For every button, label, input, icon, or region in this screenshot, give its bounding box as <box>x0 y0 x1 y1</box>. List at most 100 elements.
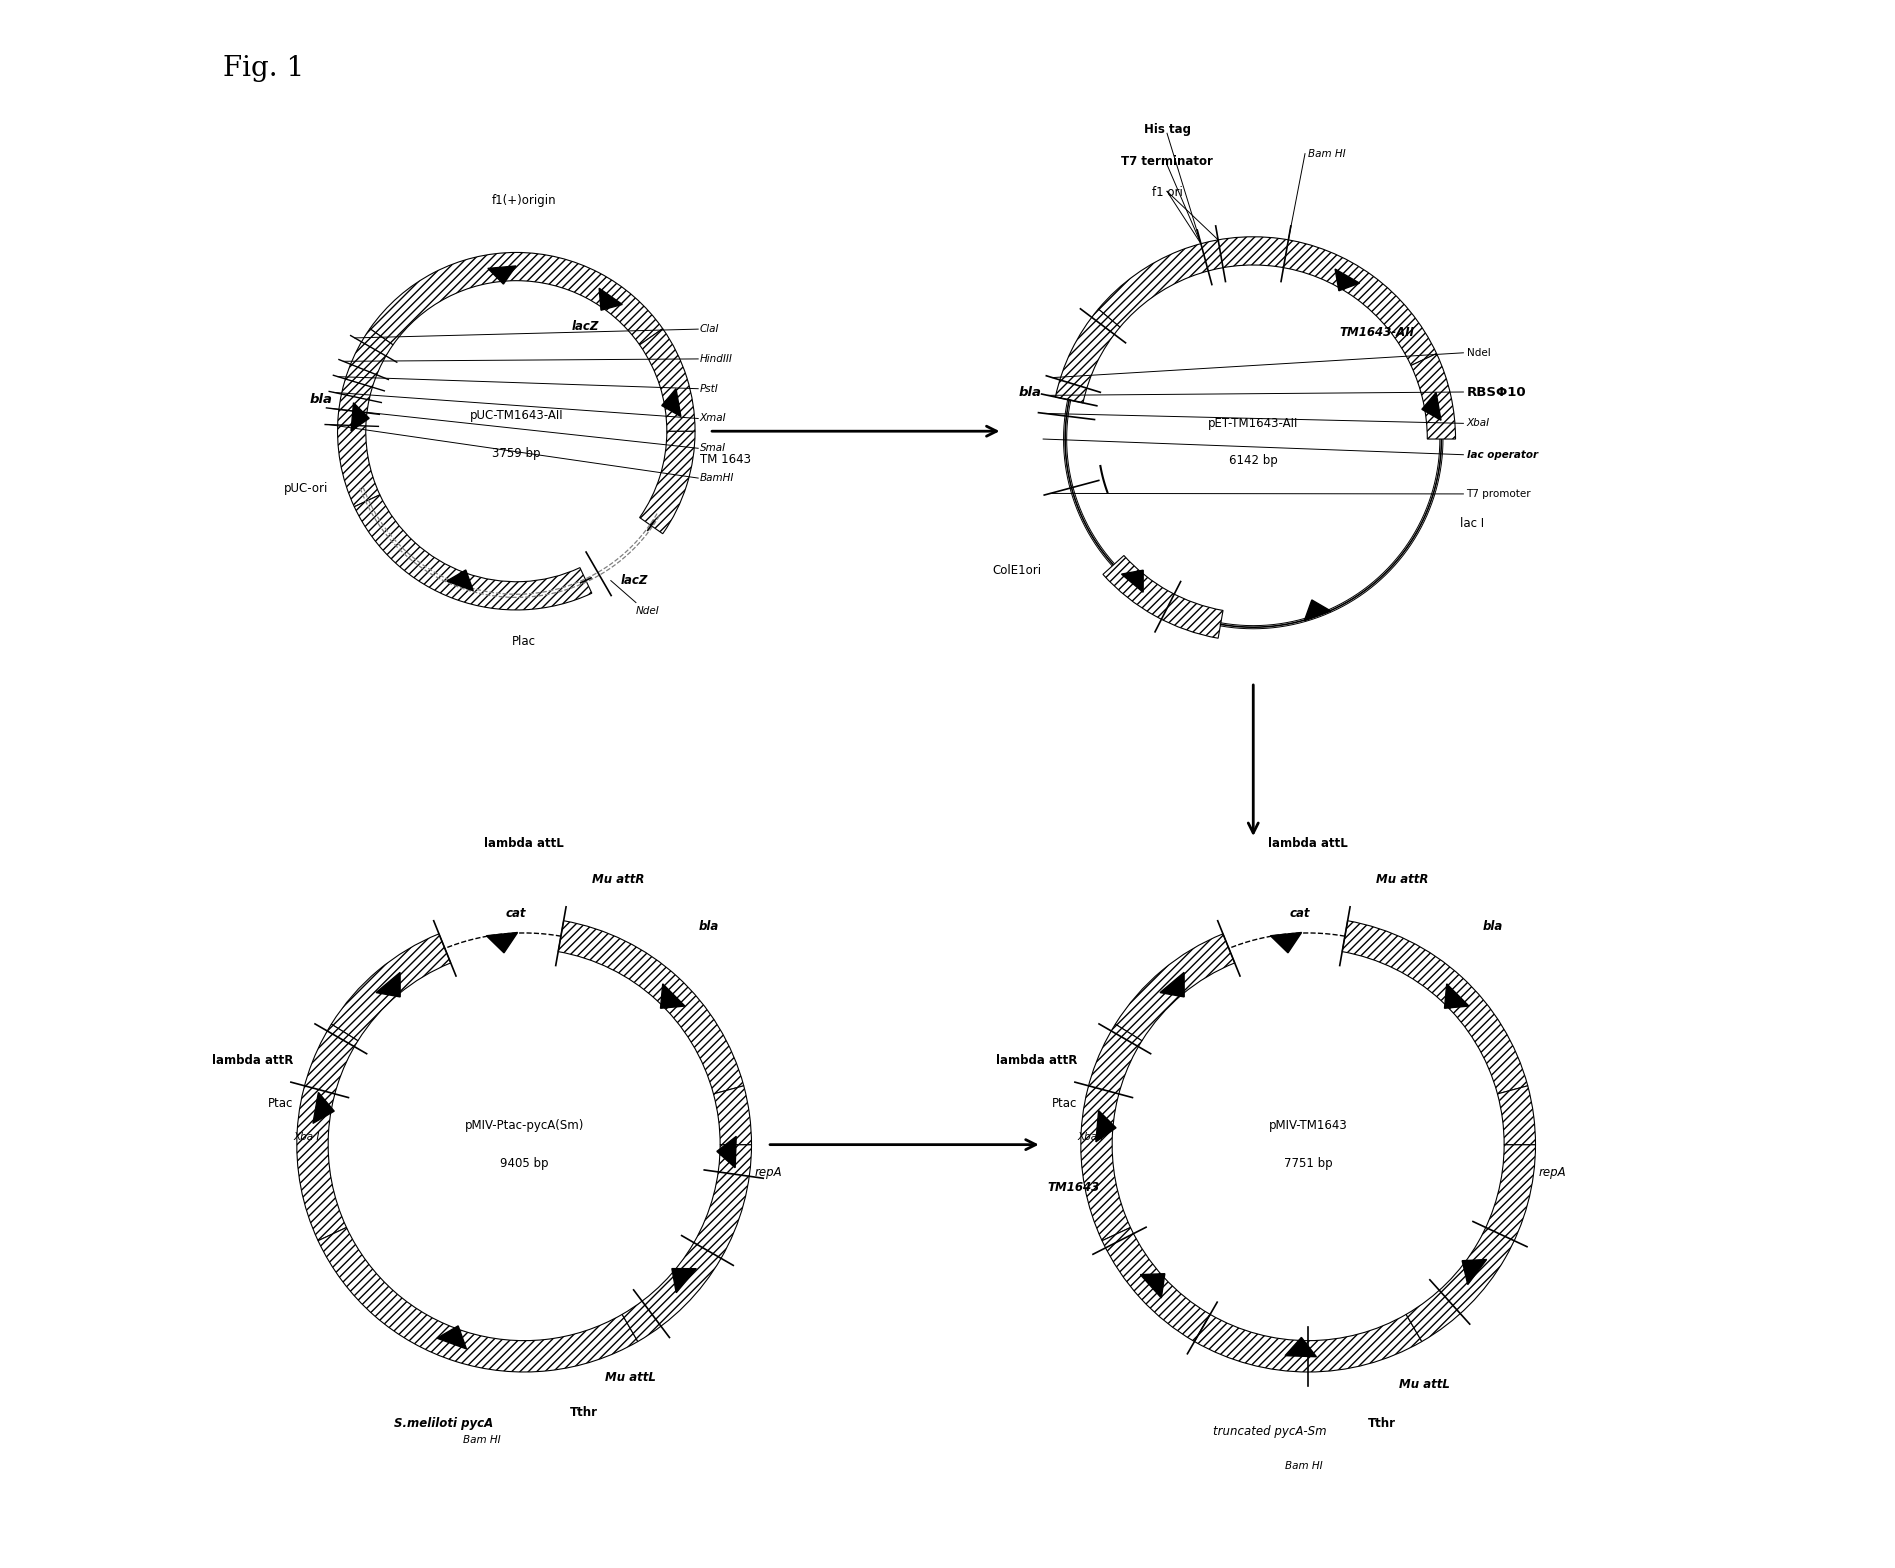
Text: PstI: PstI <box>699 384 718 394</box>
Text: 3759 bp: 3759 bp <box>493 447 540 459</box>
Text: bla: bla <box>1020 386 1042 398</box>
Wedge shape <box>298 1024 358 1240</box>
Text: S.meliloti pycA: S.meliloti pycA <box>394 1417 493 1430</box>
Polygon shape <box>716 1137 737 1168</box>
Text: 9405 bp: 9405 bp <box>500 1157 548 1170</box>
Polygon shape <box>661 983 684 1008</box>
Wedge shape <box>1412 353 1455 439</box>
Polygon shape <box>438 1327 466 1348</box>
Text: pMIV-Ptac-pycA(Sm): pMIV-Ptac-pycA(Sm) <box>464 1120 584 1132</box>
Text: repA: repA <box>754 1167 783 1179</box>
Text: f1 ori: f1 ori <box>1152 187 1182 199</box>
Polygon shape <box>313 1093 334 1123</box>
Polygon shape <box>1095 1110 1116 1142</box>
Polygon shape <box>1141 1273 1165 1298</box>
Text: Ptac: Ptac <box>269 1096 294 1110</box>
Wedge shape <box>1080 1024 1143 1240</box>
Wedge shape <box>1342 920 1527 1094</box>
Text: Tthr: Tthr <box>1368 1417 1397 1430</box>
Text: TM 1643: TM 1643 <box>699 453 750 466</box>
Polygon shape <box>375 972 400 997</box>
Wedge shape <box>318 1228 639 1372</box>
Text: Mu attR: Mu attR <box>591 873 644 886</box>
Text: Ptac: Ptac <box>1052 1096 1078 1110</box>
Wedge shape <box>354 495 591 610</box>
Text: pMIV-TM1643: pMIV-TM1643 <box>1270 1120 1347 1132</box>
Text: lambda attL: lambda attL <box>1268 837 1347 850</box>
Text: TM1643: TM1643 <box>1048 1181 1099 1195</box>
Text: His tag: His tag <box>1143 124 1190 136</box>
Polygon shape <box>1160 972 1184 997</box>
Polygon shape <box>487 933 517 953</box>
Polygon shape <box>673 1269 695 1292</box>
Wedge shape <box>1103 1228 1211 1342</box>
Wedge shape <box>332 935 451 1041</box>
Text: XbaI: XbaI <box>1467 419 1489 428</box>
Text: lac operator: lac operator <box>1467 450 1537 459</box>
Text: truncated pycA-Sm: truncated pycA-Sm <box>1213 1425 1326 1438</box>
Text: RBSΦ10: RBSΦ10 <box>1467 386 1525 398</box>
Text: Mu attR: Mu attR <box>1376 873 1429 886</box>
Text: bla: bla <box>699 920 720 933</box>
Text: lacZ: lacZ <box>572 320 599 332</box>
Text: Mu attL: Mu attL <box>605 1372 656 1385</box>
Polygon shape <box>487 267 515 284</box>
Text: T7 promoter: T7 promoter <box>1467 489 1531 499</box>
Text: Bam HI: Bam HI <box>1308 149 1345 158</box>
Text: BamHI: BamHI <box>699 474 733 483</box>
Text: bla: bla <box>311 394 334 406</box>
Text: ClaI: ClaI <box>699 325 720 334</box>
Wedge shape <box>641 431 695 533</box>
Polygon shape <box>351 403 370 431</box>
Text: NdeI: NdeI <box>637 605 659 616</box>
Wedge shape <box>1056 309 1120 403</box>
Text: Xba I: Xba I <box>1078 1132 1105 1143</box>
Text: lambda attL: lambda attL <box>485 837 565 850</box>
Polygon shape <box>1463 1259 1488 1284</box>
Text: TM1643-AII: TM1643-AII <box>1340 326 1414 339</box>
Wedge shape <box>1099 237 1436 365</box>
Text: Bam HI: Bam HI <box>1285 1461 1323 1471</box>
Wedge shape <box>713 1085 752 1145</box>
Wedge shape <box>337 329 392 506</box>
Polygon shape <box>1285 1338 1317 1356</box>
Polygon shape <box>1270 933 1302 953</box>
Text: Mu attL: Mu attL <box>1399 1378 1450 1391</box>
Text: ColE1ori: ColE1ori <box>993 564 1042 577</box>
Text: cat: cat <box>1290 908 1311 920</box>
Wedge shape <box>1497 1085 1535 1145</box>
Wedge shape <box>622 1145 752 1342</box>
Polygon shape <box>1122 571 1143 593</box>
Text: Bam HI: Bam HI <box>462 1435 500 1444</box>
Text: pUC-ori: pUC-ori <box>284 483 328 495</box>
Text: repA: repA <box>1539 1167 1567 1179</box>
Text: lac I: lac I <box>1461 517 1484 530</box>
Text: pUC-TM1643-AII: pUC-TM1643-AII <box>470 409 563 422</box>
Polygon shape <box>661 389 680 417</box>
Text: f1(+)origin: f1(+)origin <box>493 194 557 207</box>
Text: Tthr: Tthr <box>568 1406 597 1419</box>
Polygon shape <box>599 289 622 310</box>
Text: 7751 bp: 7751 bp <box>1283 1157 1332 1170</box>
Text: pET-TM1643-AII: pET-TM1643-AII <box>1209 417 1298 430</box>
Text: 6142 bp: 6142 bp <box>1228 455 1277 467</box>
Text: SmaI: SmaI <box>699 444 726 453</box>
Text: bla: bla <box>1484 920 1503 933</box>
Text: XmaI: XmaI <box>699 414 726 423</box>
Wedge shape <box>1116 935 1236 1041</box>
Text: Fig. 1: Fig. 1 <box>224 55 305 82</box>
Text: lambda attR: lambda attR <box>212 1054 294 1068</box>
Wedge shape <box>1103 555 1222 638</box>
Text: cat: cat <box>506 908 527 920</box>
Text: HindIII: HindIII <box>699 354 733 364</box>
Polygon shape <box>1336 270 1359 290</box>
Text: NdeI: NdeI <box>1467 348 1489 358</box>
Wedge shape <box>1194 1314 1421 1372</box>
Wedge shape <box>370 252 663 345</box>
Wedge shape <box>641 329 695 431</box>
Polygon shape <box>1444 983 1469 1008</box>
Polygon shape <box>1421 392 1440 420</box>
Text: lambda attR: lambda attR <box>997 1054 1078 1068</box>
Text: Plac: Plac <box>512 635 536 648</box>
Polygon shape <box>1304 601 1330 621</box>
